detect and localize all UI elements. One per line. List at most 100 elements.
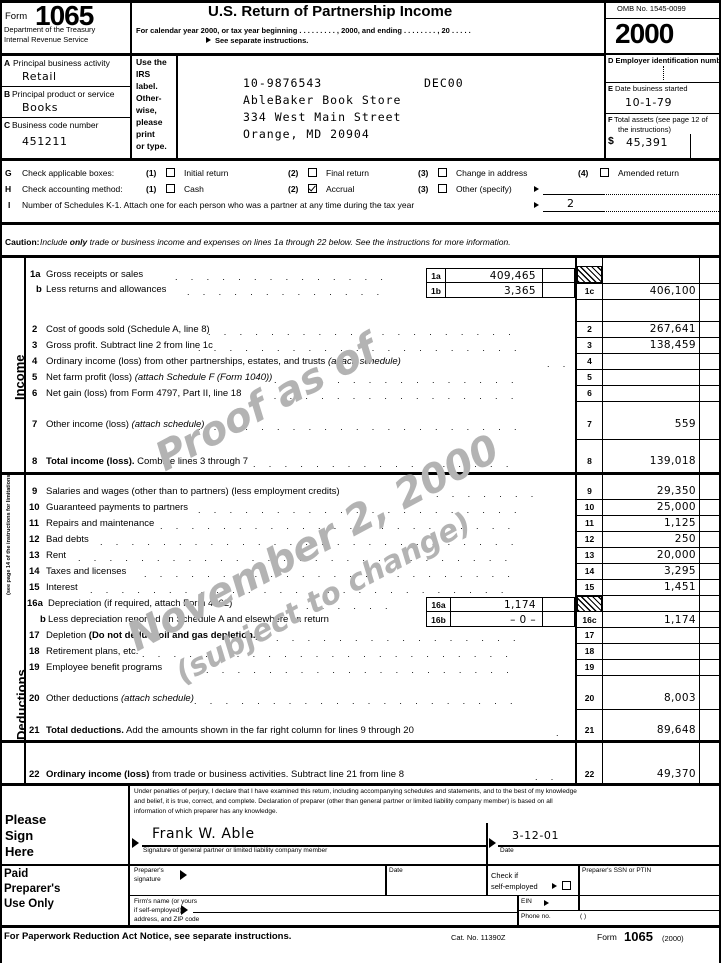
amount-col-cents-rule xyxy=(699,255,701,784)
header-sep-1 xyxy=(130,0,132,55)
line-21-value[interactable]: 89,648 xyxy=(656,724,696,736)
line-20-value[interactable]: 8,003 xyxy=(663,692,696,704)
line-13-value[interactable]: 20,000 xyxy=(656,549,696,561)
line-18-leader: . . . . . . . . . . . . . . . . . . . . … xyxy=(142,650,514,659)
line-16a-sub-value[interactable]: 1,174 xyxy=(503,599,536,611)
line-2-value[interactable]: 267,641 xyxy=(649,323,696,335)
checkbox-amended-return[interactable] xyxy=(600,168,609,177)
dept-line-2: Internal Revenue Service xyxy=(4,35,89,44)
row-g-letter: G xyxy=(5,168,12,178)
checkbox-initial-return[interactable] xyxy=(166,168,175,177)
line-17-top-rule xyxy=(575,627,721,629)
page-title: U.S. Return of Partnership Income xyxy=(208,3,453,20)
line-9-value[interactable]: 29,350 xyxy=(656,485,696,497)
line-7-value[interactable]: 559 xyxy=(674,418,696,430)
row-i-value[interactable]: 2 xyxy=(567,197,575,210)
other-method-dotline xyxy=(543,194,719,195)
preparer-ein-field[interactable] xyxy=(582,897,717,910)
line-1b-cents-cell xyxy=(543,283,575,298)
checkbox-cash-method[interactable] xyxy=(166,184,175,193)
line-18-label: Retirement plans, etc. xyxy=(46,646,139,657)
line-16a-cents-cell xyxy=(543,597,575,612)
address-citystate[interactable]: Orange, MD 20904 xyxy=(243,127,370,141)
line-21-no: 21 xyxy=(29,725,40,736)
footer-cat-no: Cat. No. 11390Z xyxy=(451,933,506,942)
line-15-value[interactable]: 1,451 xyxy=(663,581,696,593)
line-16c-value[interactable]: 1,174 xyxy=(663,614,696,626)
line-1c-bottom-rule xyxy=(575,299,721,301)
line-4-label: Ordinary income (loss) from other partne… xyxy=(46,356,401,367)
box-e-label: Date business started xyxy=(615,84,688,93)
box-e-value[interactable]: 10-1-79 xyxy=(625,96,673,109)
line-12-value[interactable]: 250 xyxy=(674,533,696,545)
address-ein-typed[interactable]: 10-9876543 xyxy=(243,76,323,90)
line-1c-value[interactable]: 406,100 xyxy=(649,285,696,297)
row-h-opt3-label: Other (specify) xyxy=(456,184,512,194)
checkbox-accrual-method[interactable] xyxy=(308,184,317,193)
line-13-num-cell: 13 xyxy=(584,550,595,560)
footer-form-number: 1065 xyxy=(624,929,653,944)
preparer-firm-field[interactable] xyxy=(193,897,517,923)
section-label-income: Income xyxy=(12,354,27,400)
tax-year-line: For calendar year 2000, or tax year begi… xyxy=(136,26,471,35)
line-1c-top-rule xyxy=(575,283,721,285)
address-period-code[interactable]: DEC00 xyxy=(424,76,464,90)
line-4-top-rule xyxy=(575,353,721,355)
line-7-leader: . . . . . . . . . . . . . . . . . . . . … xyxy=(198,423,522,432)
line-6-top-rule xyxy=(575,385,721,387)
checkbox-other-method[interactable] xyxy=(438,184,447,193)
preparer-signature-field[interactable] xyxy=(192,866,384,894)
line-19-top-rule xyxy=(575,659,721,661)
box-e-divider xyxy=(606,113,721,115)
page-left-border xyxy=(0,0,2,963)
line-2-num-cell: 2 xyxy=(587,324,592,334)
line-10-num-cell: 10 xyxy=(584,502,595,512)
line-16b-num-box xyxy=(426,612,451,627)
line-16b-num: 16b xyxy=(431,615,446,625)
line-22-value[interactable]: 49,370 xyxy=(656,768,696,780)
top-rule xyxy=(0,0,721,3)
preparer-firm-label-2: if self-employed), xyxy=(134,907,184,914)
row-g-opt2-label: Final return xyxy=(326,168,369,178)
line-10-leader: . . . . . . . . . . . . . . . . . . . . … xyxy=(198,506,522,515)
box-a-label: Principal business activity xyxy=(13,58,110,68)
line-1b-sub-cell xyxy=(446,283,543,298)
line-5-top-rule xyxy=(575,369,721,371)
line-11-top-rule xyxy=(575,515,721,517)
line-1b-label-no: b xyxy=(36,284,42,295)
checkbox-change-in-address[interactable] xyxy=(438,168,447,177)
box-b-value[interactable]: Books xyxy=(22,101,59,114)
line-1a-sub-value[interactable]: 409,465 xyxy=(489,270,536,282)
line-16b-label: Less depreciation reported on Schedule A… xyxy=(48,614,329,625)
signature-date-value[interactable]: 3-12-01 xyxy=(512,829,560,842)
line-8-value[interactable]: 139,018 xyxy=(649,455,696,467)
preparer-date-field[interactable] xyxy=(389,877,484,893)
address-name[interactable]: AbleBaker Book Store xyxy=(243,93,402,107)
line-17-leader: . . . . . . . . . . . . . . . . xyxy=(276,634,521,643)
line-17-num-cell: 17 xyxy=(584,630,595,640)
line-1a-sub-cell xyxy=(446,268,543,283)
line-1b-sub-value[interactable]: 3,365 xyxy=(503,285,536,297)
line-16b-sub-value[interactable]: – 0 – xyxy=(510,614,536,626)
checkbox-self-employed[interactable] xyxy=(562,881,571,890)
line-19-no: 19 xyxy=(29,662,40,673)
line-18-top-rule xyxy=(575,643,721,645)
row-g-opt2-num: (2) xyxy=(288,168,299,178)
signature-value[interactable]: Frank W. Able xyxy=(152,826,255,842)
preparer-ssn-field[interactable] xyxy=(582,877,717,893)
line-11-value[interactable]: 1,125 xyxy=(663,517,696,529)
line-10-top-rule xyxy=(575,499,721,501)
line-3-value[interactable]: 138,459 xyxy=(649,339,696,351)
line-10-value[interactable]: 25,000 xyxy=(656,501,696,513)
box-a-value[interactable]: Retail xyxy=(22,70,57,83)
box-c-value[interactable]: 451211 xyxy=(22,135,68,148)
address-street[interactable]: 334 West Main Street xyxy=(243,110,402,124)
line-11-no: 11 xyxy=(29,518,40,529)
line-8-no: 8 xyxy=(32,456,38,467)
line-14-value[interactable]: 3,295 xyxy=(663,565,696,577)
shaded-cell-1a xyxy=(577,266,602,283)
box-f-value[interactable]: 45,391 xyxy=(626,136,669,149)
checkbox-final-return[interactable] xyxy=(308,168,317,177)
line-18-no: 18 xyxy=(29,646,40,657)
signature-date-caption: Date xyxy=(500,847,514,854)
